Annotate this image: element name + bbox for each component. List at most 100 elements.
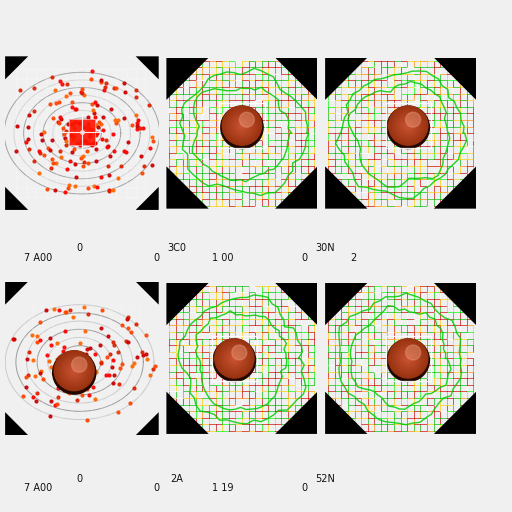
Circle shape	[221, 106, 263, 148]
Circle shape	[62, 359, 86, 382]
Circle shape	[66, 362, 82, 379]
Text: 52N: 52N	[315, 474, 335, 484]
Circle shape	[58, 355, 90, 387]
Polygon shape	[5, 282, 28, 305]
Circle shape	[53, 351, 96, 394]
Text: 30N: 30N	[315, 243, 335, 253]
Circle shape	[400, 351, 416, 366]
Polygon shape	[325, 58, 368, 100]
Circle shape	[389, 106, 428, 145]
Circle shape	[72, 369, 76, 373]
Text: 0: 0	[76, 243, 82, 253]
Polygon shape	[136, 412, 159, 435]
Circle shape	[65, 360, 84, 381]
Circle shape	[406, 345, 420, 360]
Polygon shape	[325, 392, 368, 434]
Circle shape	[387, 339, 430, 381]
Circle shape	[72, 357, 87, 372]
Text: 0: 0	[76, 474, 82, 484]
Polygon shape	[275, 392, 317, 434]
Circle shape	[224, 108, 260, 143]
Circle shape	[387, 106, 430, 148]
Polygon shape	[434, 283, 476, 325]
Circle shape	[219, 343, 250, 374]
Circle shape	[54, 351, 94, 391]
Circle shape	[223, 347, 246, 370]
Circle shape	[236, 120, 248, 132]
Polygon shape	[275, 58, 317, 100]
Circle shape	[238, 122, 246, 130]
Circle shape	[230, 354, 238, 362]
Circle shape	[228, 112, 255, 139]
Polygon shape	[166, 392, 209, 434]
Polygon shape	[434, 58, 476, 100]
Polygon shape	[166, 58, 209, 100]
Circle shape	[217, 340, 252, 376]
Circle shape	[234, 118, 250, 134]
Polygon shape	[136, 282, 159, 305]
Polygon shape	[5, 412, 28, 435]
Circle shape	[396, 347, 420, 370]
Circle shape	[232, 356, 237, 360]
Polygon shape	[5, 187, 28, 210]
Text: 2A: 2A	[170, 474, 183, 484]
Circle shape	[404, 354, 412, 362]
Circle shape	[391, 108, 426, 143]
Circle shape	[400, 118, 416, 134]
Circle shape	[389, 339, 428, 378]
Circle shape	[406, 356, 410, 360]
Circle shape	[394, 112, 422, 139]
Text: 0: 0	[153, 483, 159, 493]
FancyBboxPatch shape	[69, 118, 95, 144]
Circle shape	[406, 112, 420, 127]
Circle shape	[396, 114, 420, 137]
Circle shape	[406, 123, 410, 127]
Text: 3C0: 3C0	[167, 243, 186, 253]
Circle shape	[225, 349, 244, 368]
Polygon shape	[5, 56, 28, 79]
Circle shape	[228, 352, 240, 365]
Circle shape	[232, 116, 252, 135]
Circle shape	[240, 112, 254, 127]
Circle shape	[70, 367, 78, 375]
Polygon shape	[166, 283, 209, 325]
Polygon shape	[434, 392, 476, 434]
Circle shape	[391, 340, 426, 376]
Circle shape	[213, 339, 255, 381]
Polygon shape	[136, 56, 159, 79]
Circle shape	[60, 357, 88, 385]
Polygon shape	[275, 283, 317, 325]
Text: 1 19: 1 19	[212, 483, 233, 493]
Circle shape	[402, 120, 414, 132]
Text: 0: 0	[302, 483, 308, 493]
Circle shape	[393, 343, 424, 374]
Circle shape	[394, 345, 422, 372]
Circle shape	[398, 349, 418, 368]
Polygon shape	[166, 166, 209, 209]
Circle shape	[226, 110, 258, 141]
Circle shape	[398, 116, 418, 135]
Circle shape	[240, 123, 244, 127]
Circle shape	[221, 345, 248, 372]
Text: 7 A00: 7 A00	[24, 252, 53, 263]
Circle shape	[402, 352, 414, 365]
Circle shape	[68, 365, 80, 377]
Circle shape	[393, 110, 424, 141]
Polygon shape	[136, 187, 159, 210]
Circle shape	[226, 351, 242, 366]
Circle shape	[56, 353, 92, 389]
Polygon shape	[275, 166, 317, 209]
Text: 0: 0	[302, 252, 308, 263]
Text: 1 00: 1 00	[212, 252, 233, 263]
Polygon shape	[325, 283, 368, 325]
Circle shape	[404, 122, 412, 130]
Circle shape	[222, 106, 262, 145]
Text: 2: 2	[350, 252, 356, 263]
Polygon shape	[434, 166, 476, 209]
Circle shape	[232, 345, 247, 360]
Polygon shape	[325, 166, 368, 209]
Text: 7 A00: 7 A00	[24, 483, 53, 493]
Text: 0: 0	[153, 252, 159, 263]
Circle shape	[230, 114, 254, 137]
Circle shape	[215, 339, 254, 378]
